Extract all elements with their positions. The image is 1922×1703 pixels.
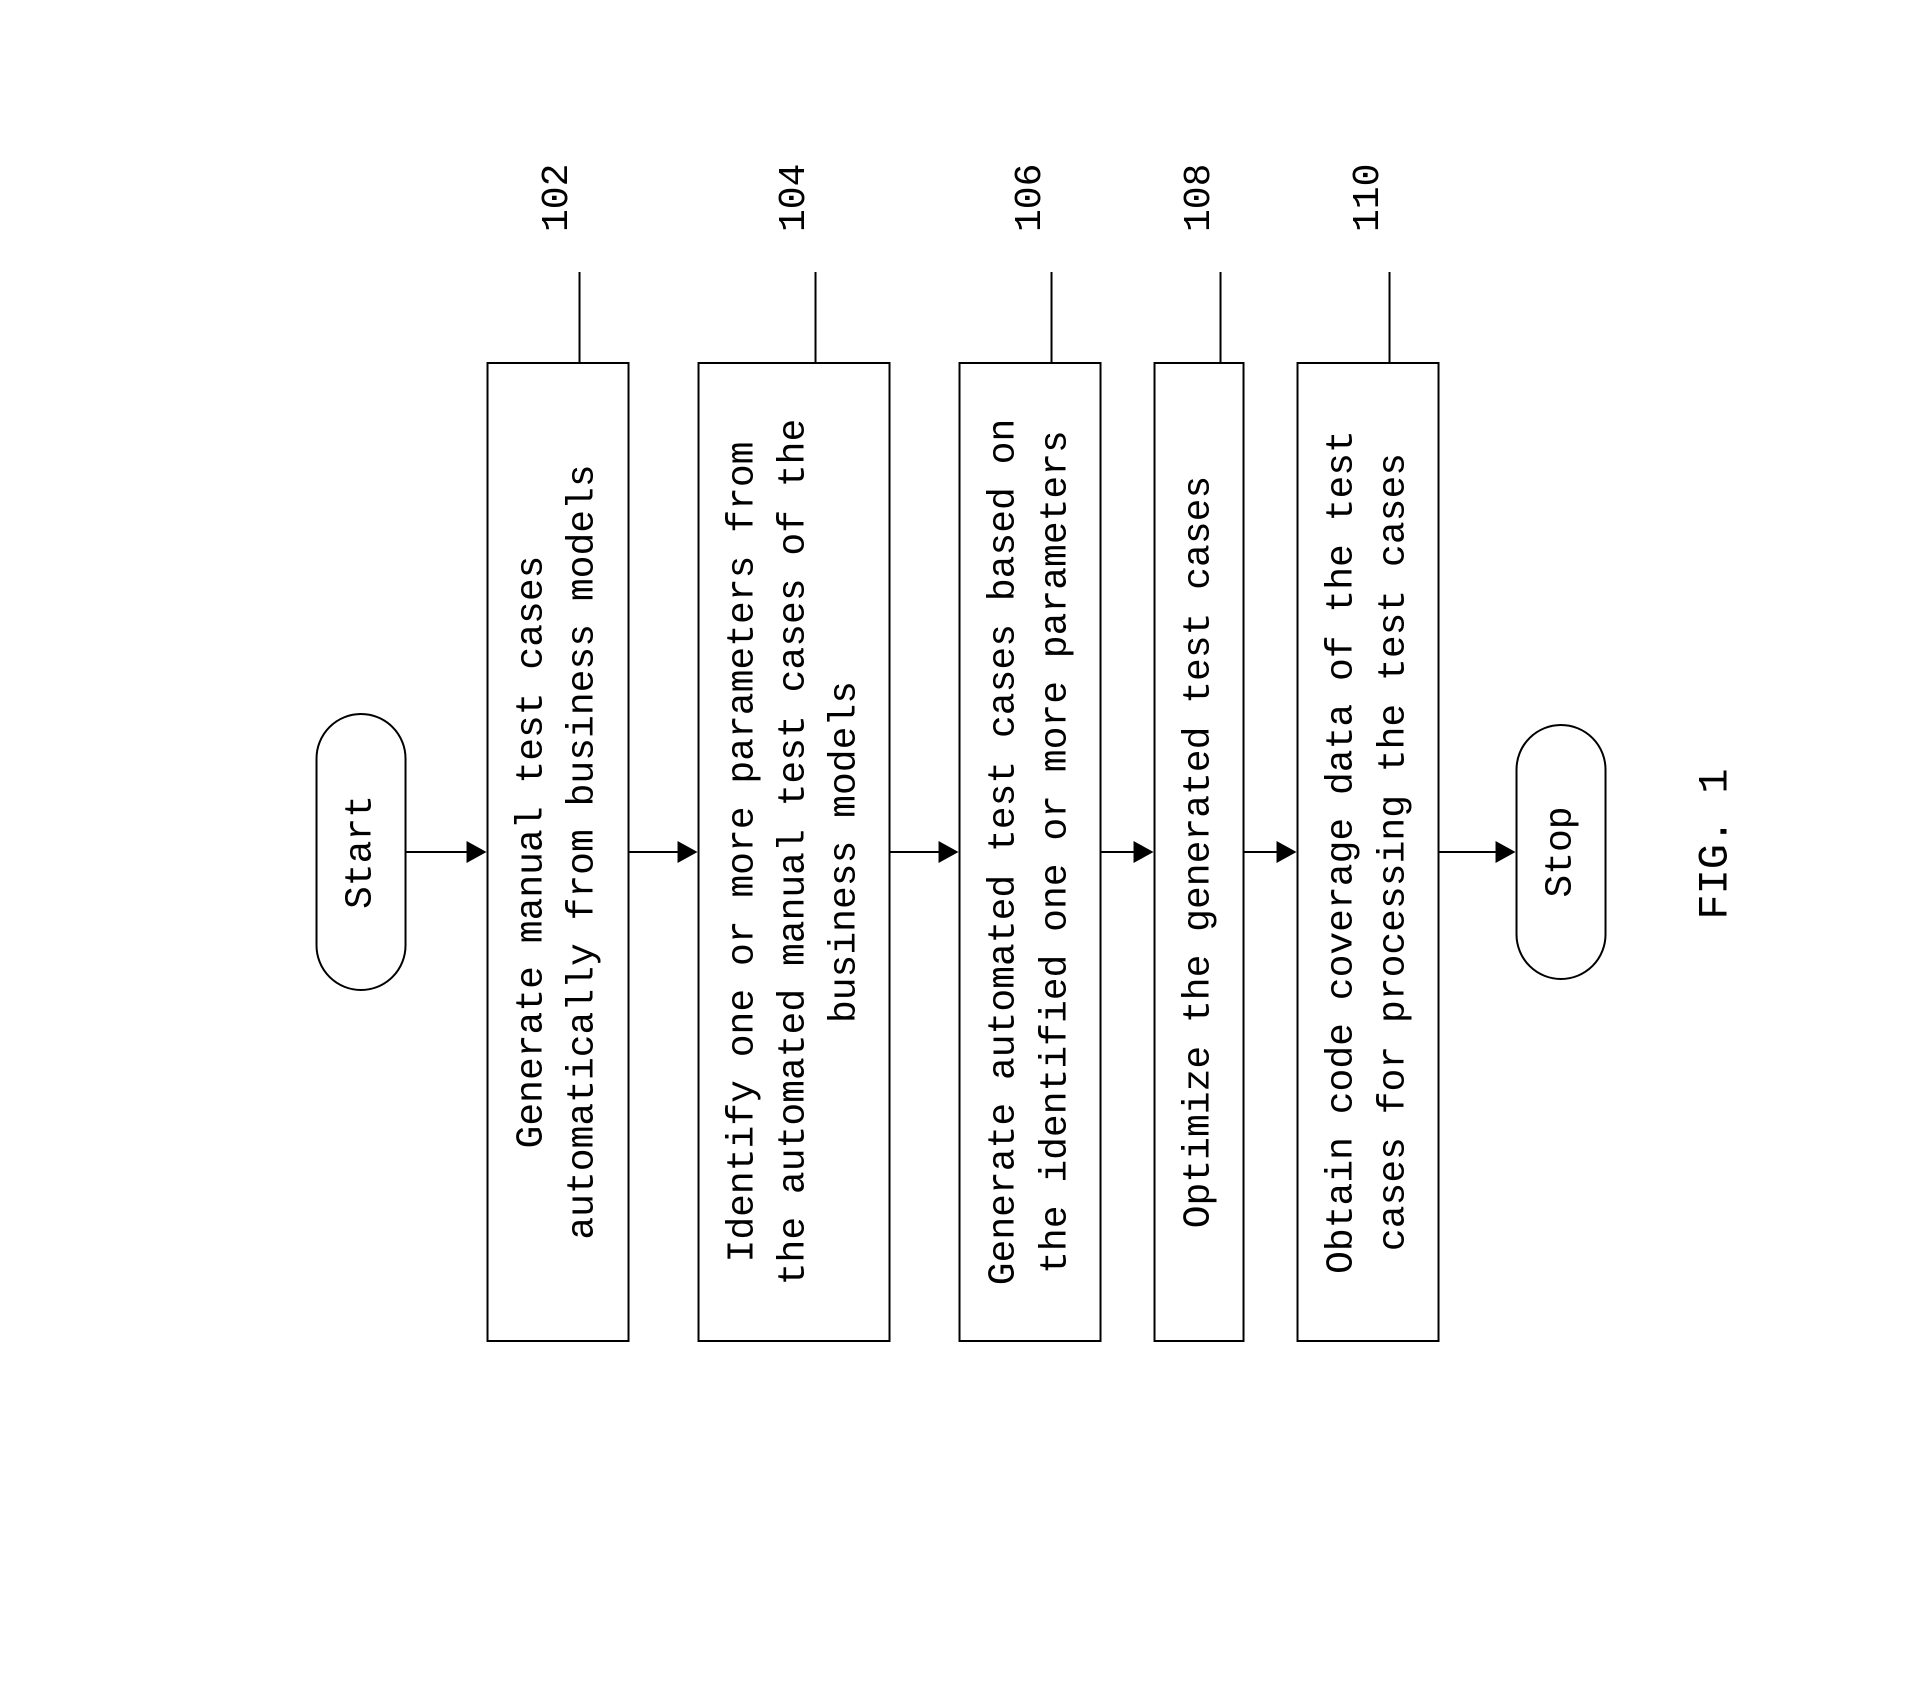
reference-callout: 108 bbox=[1199, 163, 1242, 361]
flow-step: Identify one or more parameters from the… bbox=[697, 362, 891, 1342]
arrow bbox=[891, 841, 959, 863]
arrow bbox=[629, 841, 697, 863]
flowchart: Start Generate manual test cases automati… bbox=[316, 362, 1607, 1342]
step-box: Obtain code coverage data of the test ca… bbox=[1297, 362, 1440, 1342]
arrow bbox=[1245, 841, 1297, 863]
arrow bbox=[1102, 841, 1154, 863]
reference-callout: 102 bbox=[558, 163, 601, 361]
reference-callout: 110 bbox=[1368, 163, 1411, 361]
reference-number: 104 bbox=[773, 163, 816, 271]
step-box: Generate automated test cases based on t… bbox=[959, 362, 1102, 1342]
reference-number: 108 bbox=[1178, 163, 1221, 271]
reference-callout: 106 bbox=[1030, 163, 1073, 361]
reference-number: 106 bbox=[1009, 163, 1052, 271]
reference-callout: 104 bbox=[794, 163, 837, 361]
flow-step: Obtain code coverage data of the test ca… bbox=[1297, 362, 1440, 1342]
reference-number: 110 bbox=[1347, 163, 1390, 271]
step-box: Generate manual test cases automatically… bbox=[487, 362, 630, 1342]
flow-step: Generate automated test cases based on t… bbox=[959, 362, 1102, 1342]
reference-number: 102 bbox=[536, 163, 579, 271]
terminator-start: Start bbox=[316, 712, 407, 990]
step-box: Identify one or more parameters from the… bbox=[697, 362, 891, 1342]
arrow bbox=[407, 841, 487, 863]
step-box: Optimize the generated test cases bbox=[1154, 362, 1245, 1342]
arrow bbox=[1439, 841, 1515, 863]
flow-step: Optimize the generated test cases108 bbox=[1154, 362, 1245, 1342]
figure-caption: FIG. 1 bbox=[1692, 768, 1740, 919]
terminator-stop: Stop bbox=[1515, 724, 1606, 979]
flow-step: Generate manual test cases automatically… bbox=[487, 362, 630, 1342]
diagram-canvas: Start Generate manual test cases automati… bbox=[0, 0, 1922, 1703]
